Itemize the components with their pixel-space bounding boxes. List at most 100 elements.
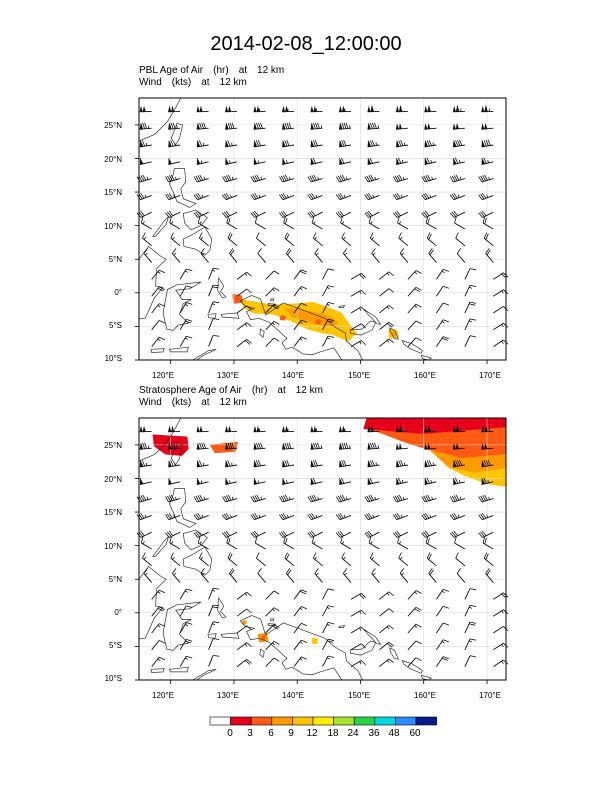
p2-barb-half-154: [469, 606, 473, 609]
p2-barb-flag-184-0: [213, 655, 220, 657]
p2-barb-flag-64-2: [482, 495, 487, 502]
p2-barb-flag-122-1: [287, 569, 292, 576]
p1-wind-barb-97: [311, 216, 323, 230]
p2-barb-staff-102: [454, 542, 466, 550]
p1-barb-flag-38-3: [487, 139, 491, 146]
p1-wind-barb-115: [455, 232, 466, 247]
p2-wind-barb-63: [449, 494, 466, 503]
p2-barb-flag-121-0: [257, 568, 262, 574]
p1-barb-flag-192-1: [441, 337, 448, 341]
p2-wind-barb-144: [179, 605, 193, 617]
p1-barb-flag-185-0: [246, 339, 252, 344]
p2-barb-flag-49-1: [426, 477, 430, 484]
p1-barb-flag-158-0: [213, 301, 220, 304]
p2-wind-barb-33: [339, 459, 352, 468]
p2-wind-barb-125: [371, 568, 380, 583]
p2-wind-barb-117: [143, 568, 153, 583]
p1-barb-flag-32-0: [310, 140, 314, 147]
p1-barb-flag-67-2: [197, 192, 202, 199]
p1-barb-flag-20-2: [343, 122, 347, 129]
p2-lon-label-170e: 170°E: [479, 691, 501, 700]
p2-wind-barb-3: [225, 425, 238, 433]
p2-wind-barb-123: [314, 568, 323, 583]
p1-coastline-buru: [207, 313, 217, 319]
p1-barb-flag-143-0: [159, 286, 165, 290]
p1-barb-flag-14-1: [170, 122, 174, 130]
p1-wind-barb-13: [139, 122, 152, 130]
p1-wind-barb-116: [483, 232, 494, 247]
p1-barb-flag-60-2: [368, 175, 373, 182]
p2-wind-barb-160: [265, 624, 280, 634]
p2-wind-barb-157: [179, 622, 193, 634]
p2-barb-flag-54-0: [193, 496, 198, 503]
p2-barb-flag-33-1: [341, 460, 345, 467]
p2-barb-flag-79-1: [166, 531, 172, 537]
p1-barb-staff-95: [254, 222, 266, 230]
p1-barb-staff-78: [140, 211, 152, 218]
p2-barb-flag-94-0: [226, 536, 229, 544]
p2-barb-flag-173-0: [273, 640, 280, 645]
p1-barb-flag-56-3: [256, 174, 261, 181]
p2-wind-barb-9: [395, 425, 408, 433]
p1-barb-half-60: [374, 176, 376, 180]
p1-wind-barb-12: [481, 105, 494, 113]
p2-wind-barb-88: [421, 530, 437, 538]
p2-barb-flag-117-0: [143, 568, 148, 574]
p1-barb-half-187: [299, 338, 303, 341]
p2-barb-flag-63-0: [449, 496, 454, 503]
p2-barb-flag-177-1: [386, 643, 393, 648]
p1-wind-barb-50: [452, 157, 466, 165]
p2-wind-barb-171: [208, 638, 220, 650]
p2-barb-flag-152-0: [415, 606, 422, 611]
p1-barb-flag-58-3: [313, 174, 318, 181]
p1-wind-barb-105: [170, 232, 181, 247]
p2-barb-staff-36: [424, 464, 437, 468]
p1-wind-barb-16: [225, 122, 238, 130]
p1-barb-flag-164-0: [388, 305, 394, 310]
p2-barb-flag-13-1: [142, 442, 146, 450]
p2-barb-half-150: [359, 610, 362, 614]
p2-barb-pennant-4-0: [253, 425, 257, 432]
p1-barb-flag-65-2: [140, 192, 145, 199]
p1-barb-pennant-4-1: [256, 105, 260, 112]
p1-wind-barb-24: [452, 122, 465, 130]
p1-barb-flag-47-0: [367, 158, 372, 164]
p2-barb-staff-169: [151, 640, 160, 651]
p2-barb-half-157: [185, 624, 188, 627]
p2-barb-flag-170-0: [186, 639, 193, 642]
p2-barb-flag-14-2: [172, 442, 176, 449]
p2-barb-flag-29-1: [227, 460, 231, 467]
p2-barb-half-91: [142, 541, 145, 545]
p2-shade-new-guinea-spot-9: [312, 638, 318, 644]
p2-wind-barb-188: [322, 655, 335, 667]
p2-wind-barb-54: [193, 494, 209, 503]
p2-barb-flag-105-0: [170, 552, 174, 559]
p1-barb-half-130: [157, 271, 161, 274]
p2-barb-flag-35-1: [398, 460, 402, 467]
p1-barb-half-183: [184, 337, 189, 340]
p2-barb-flag-20-0: [339, 443, 343, 450]
p1-barb-flag-72-2: [339, 192, 344, 199]
p2-barb-flag-73-1: [366, 513, 371, 520]
p1-barb-half-97: [313, 221, 316, 225]
p1-wind-barb-23: [424, 122, 437, 130]
p2-barb-flag-70-0: [278, 514, 284, 520]
p2-barb-flag-157-0: [186, 622, 193, 625]
p2-barb-flag-26-0: [139, 460, 144, 467]
p2-barb-flag-89-2: [453, 530, 459, 536]
p2-barb-flag-16-0: [225, 443, 229, 450]
p2-barb-flag-51-1: [483, 477, 487, 484]
p2-barb-staff-161: [293, 623, 302, 634]
p1-barb-flag-59-3: [341, 174, 346, 181]
p1-barb-pennant-12-0: [481, 105, 485, 112]
p1-wind-barb-11: [452, 105, 465, 113]
p2-barb-flag-171-0: [213, 638, 220, 640]
p1-barb-staff-81: [226, 211, 238, 218]
p2-barb-staff-113: [398, 557, 409, 567]
p1-barb-flag-176-0: [361, 323, 366, 329]
p2-barb-half-65: [144, 514, 147, 518]
p2-wind-barb-173: [265, 640, 280, 651]
p2-barb-flag-13-0: [140, 443, 144, 450]
p2-wind-barb-74: [392, 512, 409, 521]
p1-barb-flag-17-0: [254, 123, 257, 130]
